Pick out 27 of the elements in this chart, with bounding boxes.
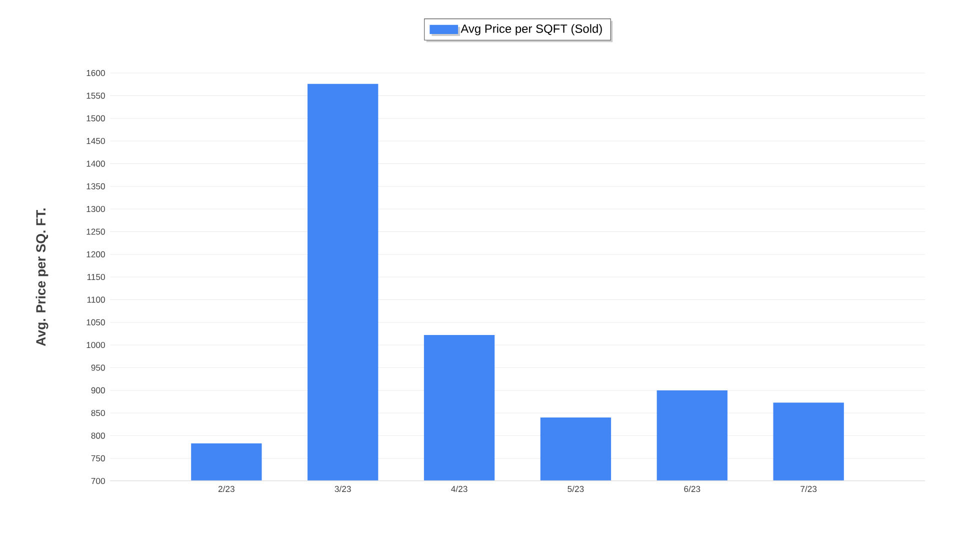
y-tick-label: 1150 [87, 274, 105, 280]
x-tick-label: 2/23 [218, 486, 234, 492]
y-tick-label: 1100 [87, 296, 105, 303]
x-tick-label: 4/23 [451, 486, 468, 492]
y-tick-label: 1000 [86, 342, 105, 348]
x-tick-label: 7/23 [800, 486, 817, 492]
y-tick-label: 1400 [86, 160, 105, 167]
y-tick-label: 1450 [86, 138, 105, 144]
legend-label: Avg Price per SQFT (Sold) [460, 24, 602, 36]
y-tick-label: 1350 [86, 183, 105, 190]
y-tick-label: 1250 [86, 228, 105, 235]
y-axis-title: Avg. Price per SQ. FT. [36, 208, 48, 346]
x-tick-label: 6/23 [684, 486, 700, 492]
y-tick-label: 1300 [86, 206, 105, 212]
y-tick-label: 900 [91, 387, 105, 394]
y-tick-label: 1200 [86, 251, 105, 258]
y-tick-label: 750 [91, 455, 105, 462]
y-tick-label: 1550 [86, 92, 105, 99]
y-tick-label: 700 [91, 478, 105, 484]
x-tick-label: 5/23 [568, 486, 584, 492]
y-tick-label: 850 [91, 410, 105, 416]
y-tick-label: 1050 [86, 319, 105, 326]
y-tick-label: 1600 [86, 70, 105, 76]
y-tick-label: 950 [91, 364, 105, 371]
y-tick-label: 800 [91, 432, 105, 439]
y-tick-label: 1500 [86, 115, 105, 122]
x-tick-label: 3/23 [334, 486, 351, 492]
